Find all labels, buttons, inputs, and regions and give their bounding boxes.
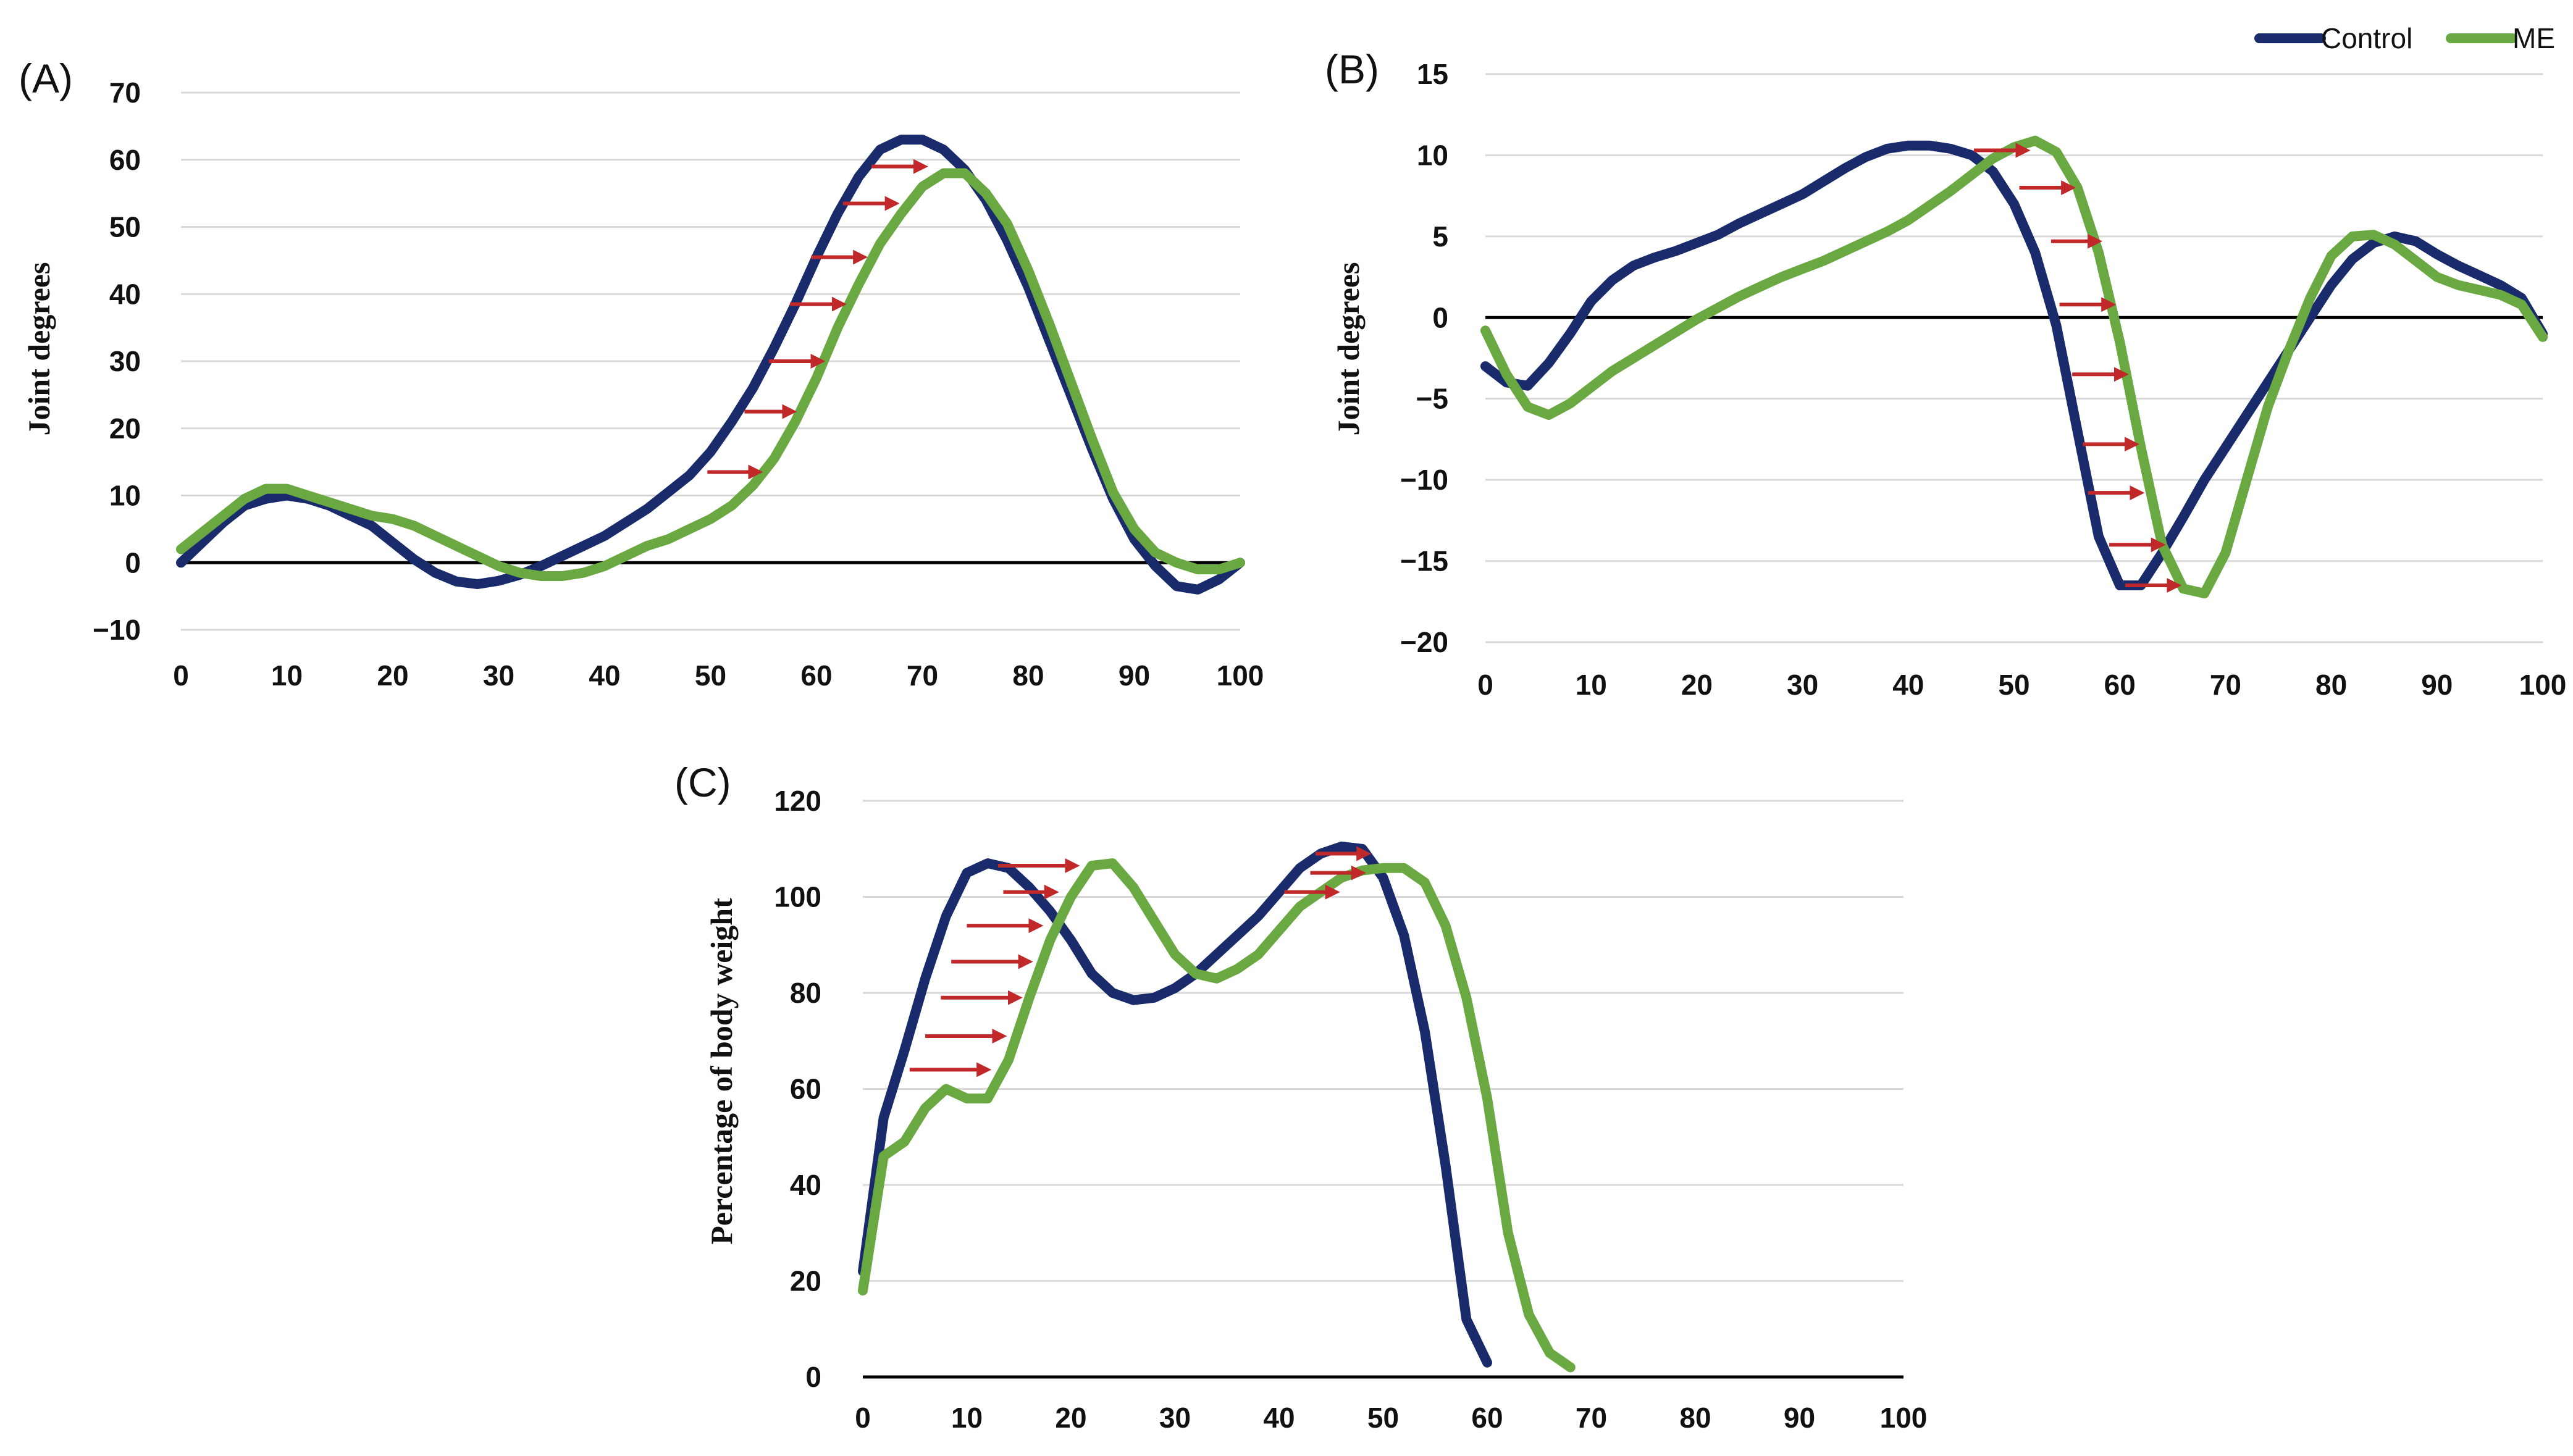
panel-b-y-tick-label: 10 (1417, 139, 1448, 171)
panel-b-y-tick-label: 5 (1432, 220, 1448, 253)
panel-a-series-control-line (176, 135, 1245, 595)
panel-c-series-control-line (858, 841, 1492, 1368)
panel-a-y-axis-title: Joint degrees (22, 262, 56, 436)
panel-b-y-tick-label: 15 (1417, 58, 1448, 90)
panel-c-y-tick-label: 60 (790, 1073, 821, 1105)
panel-b-y-tick-label: −10 (1400, 464, 1448, 496)
panel-a-x-tick-label: 10 (271, 659, 303, 692)
panel-a-y-tick-label: 60 (109, 144, 141, 176)
panel-b-x-tick-label: 0 (1477, 669, 1493, 701)
panel-a-y-tick-label: −10 (93, 614, 141, 646)
panel-c-plot: 0 20 40 60 80 100 120 0 10 20 30 40 50 60 70 80 90 100 (774, 785, 1927, 1434)
panel-a-y-tick-label: 70 (109, 77, 141, 109)
panel-c-x-tick-label: 40 (1263, 1402, 1295, 1434)
panel-c-y-tick-label: 40 (790, 1169, 821, 1201)
panel-b: (B) Joint degrees −20 −15 −10 −5 0 5 10 15 0 10 20… (1325, 46, 2566, 701)
panel-c-x-tick-label: 60 (1471, 1402, 1503, 1434)
panel-c-x-tick-label: 80 (1679, 1402, 1711, 1434)
panel-b-x-tick-label: 40 (1892, 669, 1924, 701)
panel-a: (A) Joint degrees −10 0 10 20 30 40 50 60 70 0 10 2… (19, 56, 1264, 692)
panel-b-x-tick-label: 70 (2210, 669, 2241, 701)
panel-b-series-me-line (1480, 135, 2548, 599)
panel-c-series-me-line (858, 858, 1576, 1373)
panel-a-y-tick-label: 40 (109, 278, 141, 310)
panel-b-y-tick-label: −20 (1400, 626, 1448, 658)
panel-a-x-tick-label: 40 (589, 659, 620, 692)
panel-b-x-tick-label: 60 (2104, 669, 2136, 701)
panel-b-x-tick-label: 20 (1681, 669, 1713, 701)
panel-a-series-me-line (176, 168, 1245, 581)
panel-c-x-tick-label: 10 (951, 1402, 983, 1434)
panel-b-y-tick-label: 0 (1432, 301, 1448, 333)
panel-b-x-tick-label: 100 (2519, 669, 2567, 701)
panel-a-y-tick-label: 50 (109, 211, 141, 243)
panel-c-x-tick-label: 20 (1055, 1402, 1086, 1434)
panel-b-y-tick-label: −5 (1416, 383, 1448, 415)
panel-c-y-tick-label: 100 (774, 881, 821, 913)
panel-a-x-tick-label: 0 (173, 659, 189, 692)
panel-b-x-tick-label: 90 (2421, 669, 2453, 701)
panel-c-y-tick-label: 20 (790, 1265, 821, 1297)
panel-a-x-tick-label: 70 (907, 659, 938, 692)
panel-a-x-tick-label: 50 (695, 659, 726, 692)
panel-c-y-axis-title: Percentage of body weight (704, 898, 739, 1245)
panel-b-plot: −20 −15 −10 −5 0 5 10 15 0 10 20 30 40 50 60 70 80 90 100 (1400, 58, 2566, 701)
panel-c-x-tick-label: 100 (1880, 1402, 1928, 1434)
panel-b-y-axis-title: Joint degrees (1331, 262, 1366, 436)
panel-a-x-tick-label: 20 (377, 659, 408, 692)
legend-me-label: ME (2512, 22, 2555, 54)
panel-a-x-tick-label: 90 (1119, 659, 1150, 692)
panel-a-y-tick-label: 0 (125, 546, 141, 579)
panel-c-label: (C) (674, 759, 731, 805)
panel-a-x-tick-label: 30 (483, 659, 514, 692)
panel-c-x-tick-label: 90 (1784, 1402, 1815, 1434)
panel-a-y-tick-label: 10 (109, 480, 141, 512)
panel-a-y-tick-label: 20 (109, 412, 141, 445)
panel-c-x-tick-label: 50 (1367, 1402, 1399, 1434)
panel-b-x-tick-label: 30 (1787, 669, 1818, 701)
panel-b-x-tick-label: 80 (2315, 669, 2347, 701)
panel-c-x-tick-label: 0 (855, 1402, 871, 1434)
panel-c-x-tick-label: 70 (1576, 1402, 1607, 1434)
panel-a-label: (A) (19, 56, 73, 101)
panel-a-x-tick-label: 80 (1012, 659, 1044, 692)
panel-b-label: (B) (1325, 46, 1379, 92)
panel-b-series-control-line (1480, 140, 2548, 590)
legend: Control ME (2254, 22, 2555, 54)
panel-c-y-tick-label: 0 (805, 1361, 821, 1393)
panel-a-plot: −10 0 10 20 30 40 50 60 70 0 10 20 30 40 50 60 70 80 90 100 (93, 77, 1264, 692)
panel-b-y-tick-label: −15 (1400, 545, 1448, 577)
panel-a-y-tick-label: 30 (109, 345, 141, 377)
panel-c-x-tick-label: 30 (1159, 1402, 1191, 1434)
panel-a-x-tick-label: 100 (1217, 659, 1264, 692)
legend-control-label: Control (2321, 22, 2412, 54)
panel-b-x-tick-label: 50 (1998, 669, 2029, 701)
panel-c-y-tick-label: 120 (774, 785, 821, 817)
panel-c-y-tick-label: 80 (790, 977, 821, 1009)
panel-b-x-tick-label: 10 (1576, 669, 1607, 701)
panel-a-x-tick-label: 60 (800, 659, 832, 692)
panel-c: (C) Percentage of body weight 0 20 40 60 80 1… (674, 759, 1927, 1434)
